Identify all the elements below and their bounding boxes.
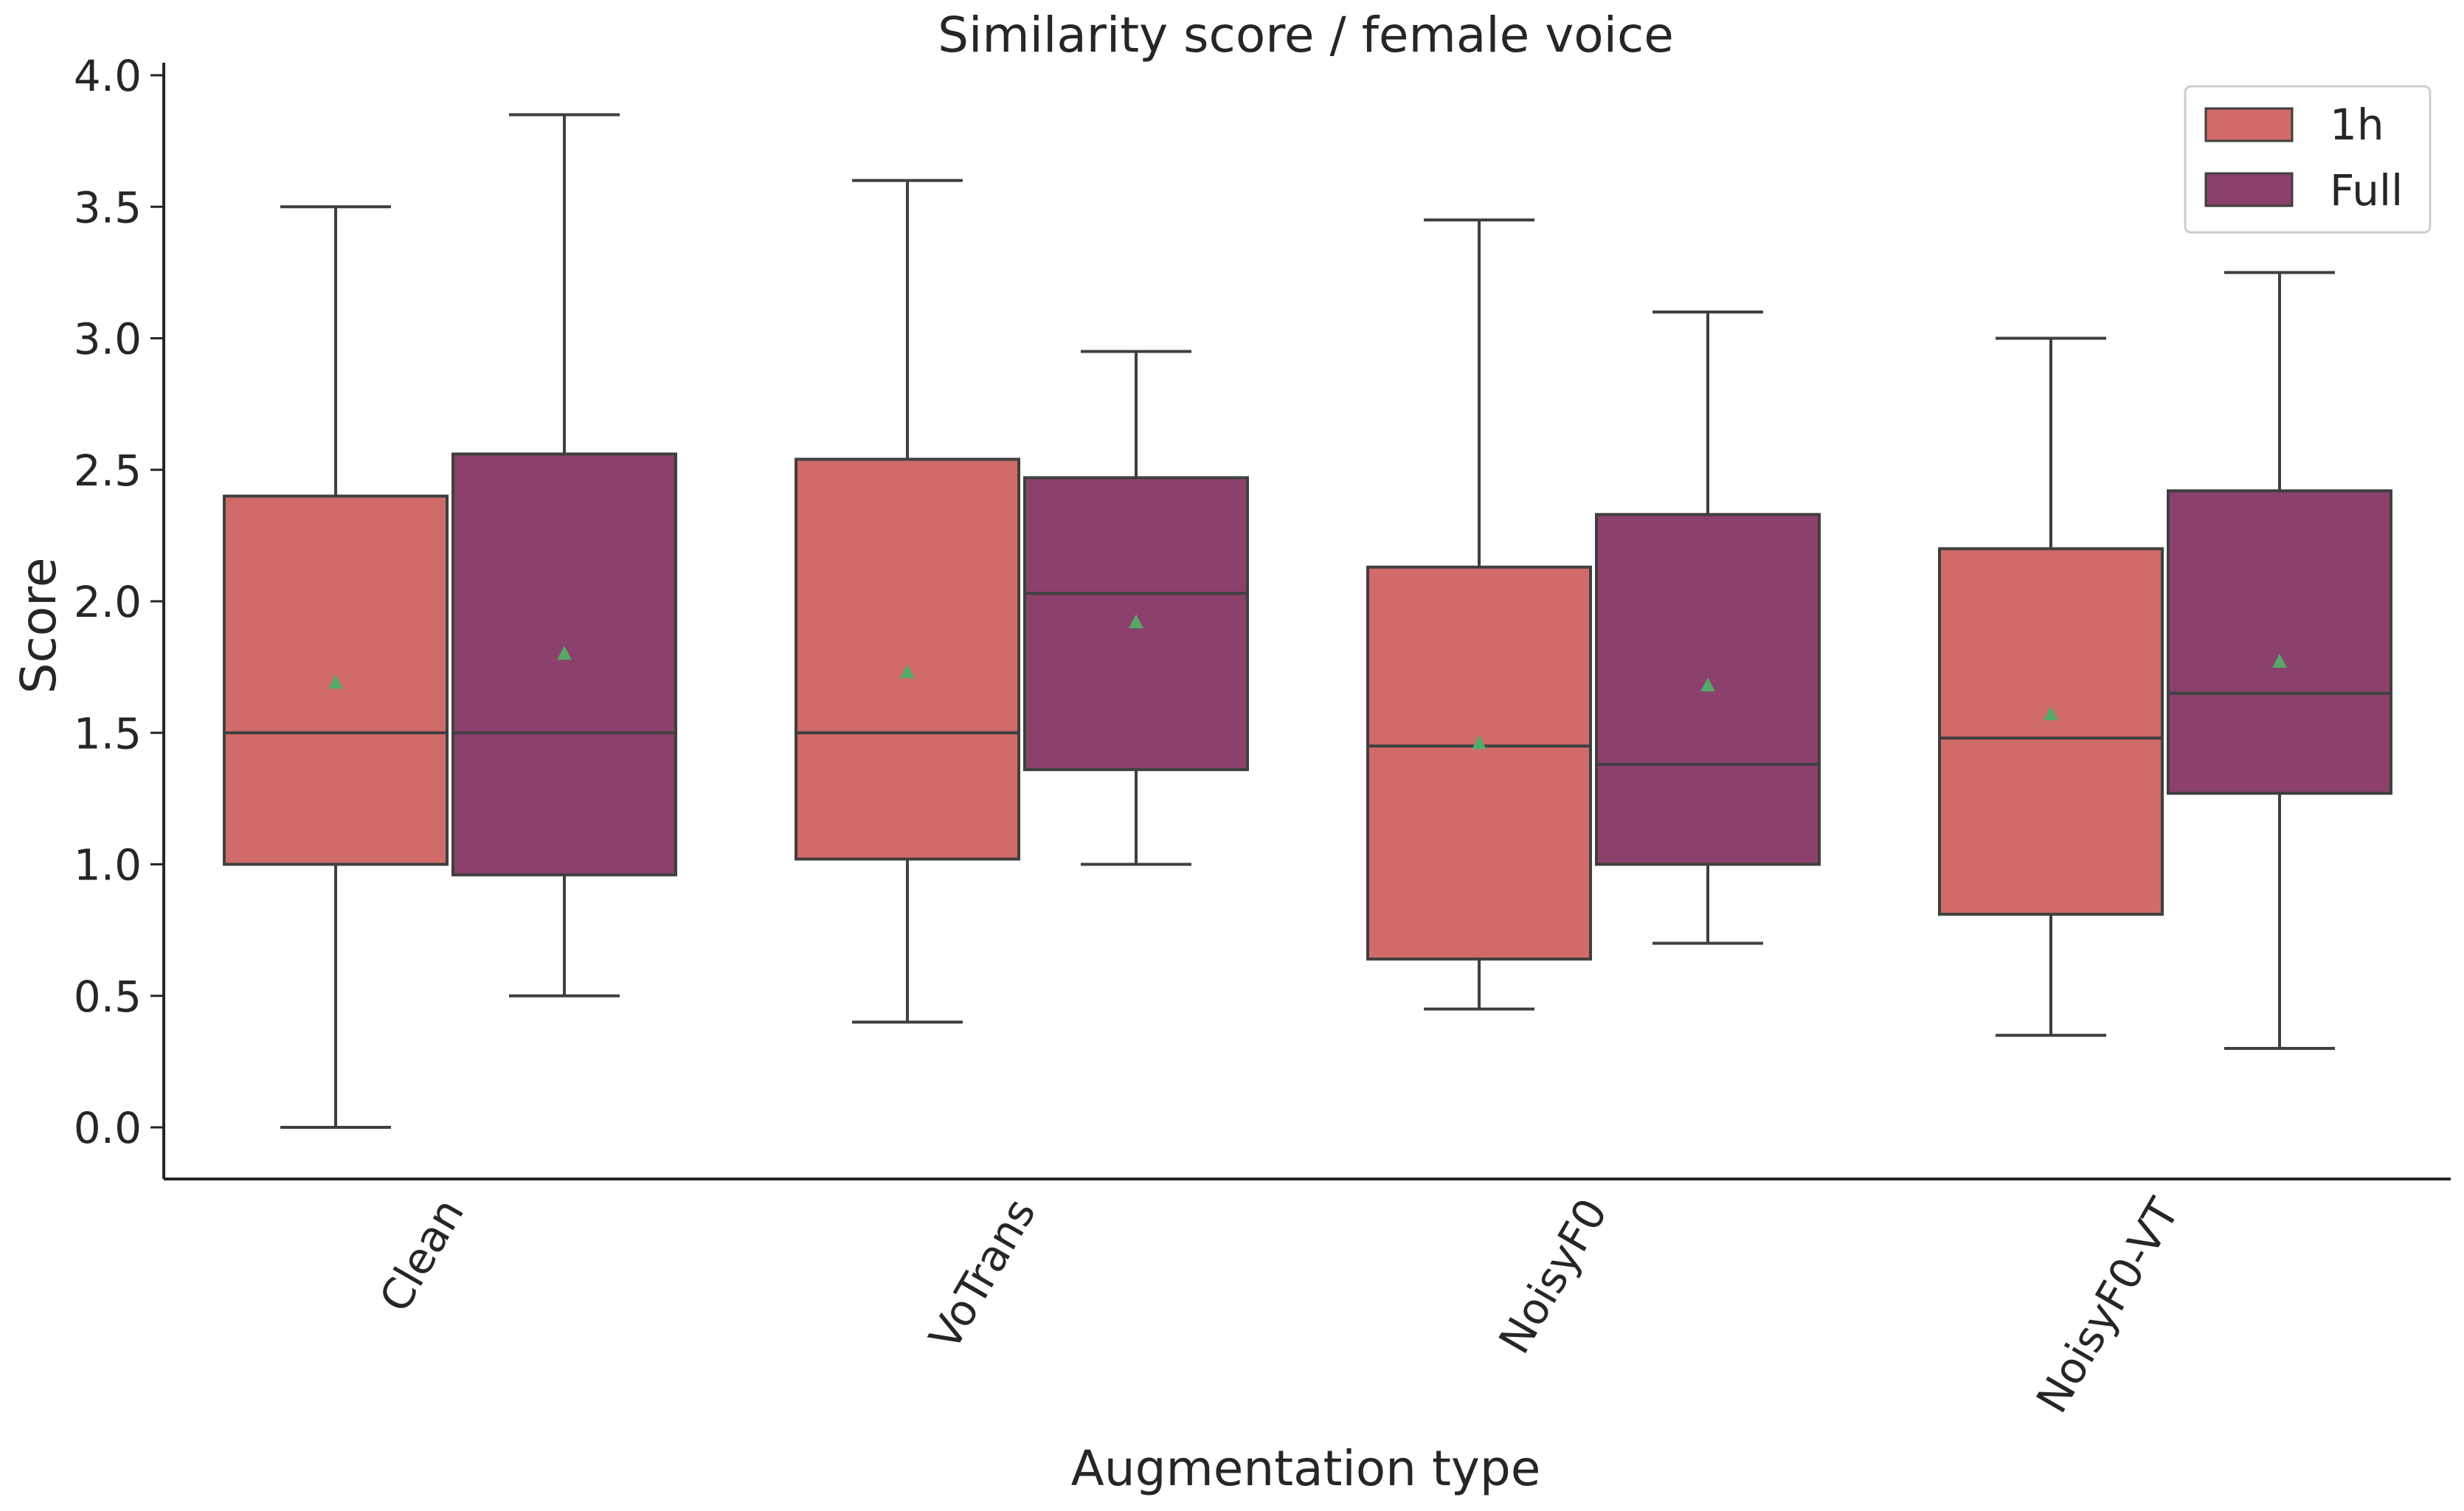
box-body — [1938, 547, 2164, 916]
y-tick-label: 0.5 — [74, 972, 142, 1022]
box-body — [451, 452, 677, 876]
y-tick-label: 0.0 — [74, 1103, 142, 1153]
x-tick-label-noisyf0: NoisyF0 — [1489, 1190, 1617, 1362]
boxes-layer — [223, 113, 2392, 1129]
mean-marker — [1472, 735, 1487, 750]
y-tick-label: 4.0 — [74, 51, 142, 101]
y-tick-label: 1.5 — [74, 708, 142, 758]
mean-marker — [900, 664, 915, 679]
mean-marker — [2043, 706, 2058, 721]
legend-label-full: Full — [2330, 165, 2403, 215]
legend-swatch-full — [2204, 172, 2294, 207]
x-axis-ticks: Clean VoTrans NoisyF0 NoisyF0-VT — [370, 1190, 2189, 1422]
mean-marker — [2272, 653, 2287, 668]
box-body — [795, 457, 1020, 861]
y-axis-ticks: 0.0 0.5 1.0 1.5 2.0 2.5 3.0 3.5 4.0 — [74, 51, 164, 1153]
box-noisyf0-1h — [1366, 218, 1592, 1011]
mean-marker — [1129, 614, 1143, 629]
legend-label-1h: 1h — [2330, 100, 2384, 150]
x-tick-label-clean: Clean — [370, 1190, 474, 1321]
box-clean-1h — [223, 205, 449, 1129]
box-body — [1366, 565, 1592, 961]
box-clean-full — [451, 113, 677, 997]
box-noisyf0-full — [1595, 310, 1821, 945]
mean-marker — [328, 674, 343, 689]
y-axis-title: Score — [10, 558, 67, 694]
y-tick-label: 1.0 — [74, 840, 142, 891]
y-tick-label: 3.5 — [74, 182, 142, 232]
box-noisyf0-vt-1h — [1938, 336, 2164, 1037]
box-noisyf0-vt-full — [2167, 271, 2392, 1051]
chart-title: Similarity score / female voice — [938, 7, 1674, 63]
legend-swatch-1h — [2204, 107, 2294, 142]
y-tick-label: 3.0 — [74, 314, 142, 364]
mean-marker — [557, 646, 572, 660]
x-axis-title: Augmentation type — [1071, 1440, 1541, 1497]
box-votrans-full — [1023, 350, 1249, 866]
box-body — [2167, 489, 2392, 795]
y-tick-label: 2.0 — [74, 577, 142, 627]
mean-marker — [1700, 677, 1715, 692]
x-tick-label-votrans: VoTrans — [919, 1190, 1045, 1358]
x-tick-label-noisyf0-vt: NoisyF0-VT — [2027, 1190, 2189, 1422]
legend: 1h Full — [2184, 85, 2432, 234]
y-tick-label: 2.5 — [74, 446, 142, 496]
box-votrans-1h — [795, 179, 1020, 1024]
